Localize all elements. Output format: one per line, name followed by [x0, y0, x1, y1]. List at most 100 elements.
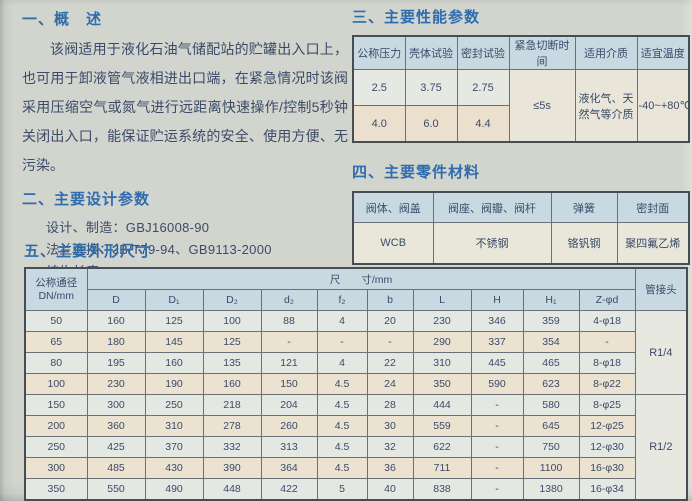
cell: 445 — [470, 352, 524, 374]
col-header-shell-test: 壳体试验 — [404, 35, 458, 70]
cell: 125 — [202, 331, 262, 353]
dims-header-row-1: 公称通径 DN/mm 尺 寸/mm 管接头 — [24, 267, 688, 311]
cell: 490 — [144, 478, 204, 501]
cell: 750 — [522, 436, 580, 458]
cell: 6.0 — [404, 105, 458, 143]
cell: 4.0 — [352, 105, 406, 143]
table-row-dn300: 300 485 430 390 364 4.5 36 711 - 1100 16… — [24, 457, 687, 479]
cell: 580 — [522, 394, 580, 416]
col-header-medium: 适用介质 — [574, 35, 638, 70]
cell: - — [470, 457, 524, 479]
cell: 12-φ30 — [578, 436, 636, 458]
performance-title: 三、主要性能参数 — [352, 9, 481, 26]
cell: - — [470, 394, 524, 416]
cell: 聚四氟乙烯 — [616, 222, 690, 265]
cell: 310 — [412, 352, 472, 374]
col-header-D1: D₁ — [144, 289, 204, 311]
col-header-sealing-face: 密封面 — [616, 191, 690, 223]
right-column: 三、主要性能参数 公称压力 壳体试验 密封试验 紧急切断时间 适用介质 适宜温度… — [352, 6, 690, 265]
medium-cell: 液化气、天然气等介质 — [574, 69, 638, 143]
dn-cell: 50 — [24, 310, 88, 332]
dn-cell: 300 — [24, 457, 88, 479]
cell: 218 — [202, 394, 262, 416]
temperature-cell: -40~+80℃ — [636, 69, 690, 143]
cell: 3.75 — [404, 69, 458, 106]
col-header-D: D — [86, 289, 146, 311]
dn-cell: 65 — [24, 331, 88, 353]
cell: 160 — [86, 310, 146, 332]
cell: 4.5 — [316, 394, 368, 416]
performance-row: 4.0 6.0 4.4 — [352, 105, 689, 143]
cell: 4 — [316, 352, 368, 374]
col-header-f2: f₂ — [316, 289, 368, 311]
materials-table: 阀体、阀盖 阀座、阀瓣、阀杆 弹簧 密封面 WCB 不锈钢 铬钒钢 聚四氟乙烯 — [352, 191, 690, 265]
cell: 180 — [86, 331, 146, 353]
col-header-temperature: 适宜温度 — [636, 35, 690, 70]
col-header-H1: H₁ — [522, 289, 580, 311]
cell: WCB — [352, 222, 434, 265]
performance-row: 2.5 3.75 2.75 ≤5s 液化气、天然气等介质 -40~+80℃ — [352, 69, 690, 143]
col-header-spring: 弹簧 — [550, 191, 618, 223]
cell: 838 — [412, 478, 472, 501]
cell: 4-φ18 — [578, 310, 636, 332]
cell: 711 — [412, 457, 472, 479]
cell: 370 — [144, 436, 204, 458]
cell: 346 — [470, 310, 524, 332]
col-header-dn: 公称通径 DN/mm — [24, 267, 88, 311]
cell: 204 — [260, 394, 318, 416]
cell: 1380 — [522, 478, 580, 501]
cell: 4.4 — [456, 105, 510, 143]
cell: 32 — [366, 436, 414, 458]
cell: 250 — [144, 394, 204, 416]
materials-header-row: 阀体、阀盖 阀座、阀瓣、阀杆 弹簧 密封面 — [352, 191, 690, 223]
cell: 4.5 — [316, 457, 368, 479]
cell: 40 — [366, 478, 414, 501]
cell: 337 — [470, 331, 524, 353]
cell: 4.5 — [316, 436, 368, 458]
pipe-joint-cell: R1/2 — [634, 394, 688, 501]
cell: 4.5 — [316, 373, 368, 395]
cell: 150 — [260, 373, 318, 395]
cell: 623 — [522, 373, 580, 395]
col-header-d2: d₂ — [260, 289, 318, 311]
cell: 430 — [144, 457, 204, 479]
cell: - — [260, 331, 318, 353]
cell: 36 — [366, 457, 414, 479]
pipe-joint-cell: R1/4 — [634, 310, 688, 395]
cell: 2.5 — [352, 69, 406, 106]
cell: 2.75 — [456, 69, 510, 106]
size-group-header: 尺 寸/mm — [86, 267, 636, 290]
dn-header-line1: 公称通径 — [35, 276, 78, 289]
cell: 230 — [86, 373, 146, 395]
cell: - — [470, 415, 524, 437]
cell: 145 — [144, 331, 204, 353]
cell: 290 — [412, 331, 472, 353]
cell: 360 — [86, 415, 146, 437]
cell: 4 — [316, 310, 368, 332]
overview-title: 一、概 述 — [22, 11, 103, 28]
cell: 230 — [412, 310, 472, 332]
dn-cell: 200 — [24, 415, 88, 437]
col-header-pipe-joint: 管接头 — [634, 267, 688, 311]
dn-header-line2: DN/mm — [38, 289, 75, 302]
cell: 310 — [144, 415, 204, 437]
table-row-dn150: 150 300 250 218 204 4.5 28 444 - 580 8-φ… — [24, 394, 688, 501]
cell: 8-φ22 — [578, 373, 636, 395]
cell: 444 — [412, 394, 472, 416]
cell: 铬钒钢 — [550, 222, 618, 265]
cell: - — [316, 331, 368, 353]
cell: 350 — [412, 373, 472, 395]
cell: 260 — [260, 415, 318, 437]
table-row-dn65: 65 180 145 125 - - - 290 337 354 - — [24, 331, 687, 353]
cell: 485 — [86, 457, 146, 479]
cell: 422 — [260, 478, 318, 501]
cell: 12-φ25 — [578, 415, 636, 437]
col-header-seat-disc-stem: 阀座、阀瓣、阀杆 — [432, 191, 552, 223]
cell: 160 — [144, 352, 204, 374]
cell: 不锈钢 — [432, 222, 552, 265]
table-row-dn350: 350 550 490 448 422 5 40 838 - 1380 16-φ… — [24, 478, 687, 501]
table-row-dn50: 50 160 125 100 88 4 20 230 346 359 4-φ18… — [24, 310, 688, 395]
col-header-Zd: Z-φd — [578, 289, 636, 311]
cell: 100 — [202, 310, 262, 332]
cell: 160 — [202, 373, 262, 395]
